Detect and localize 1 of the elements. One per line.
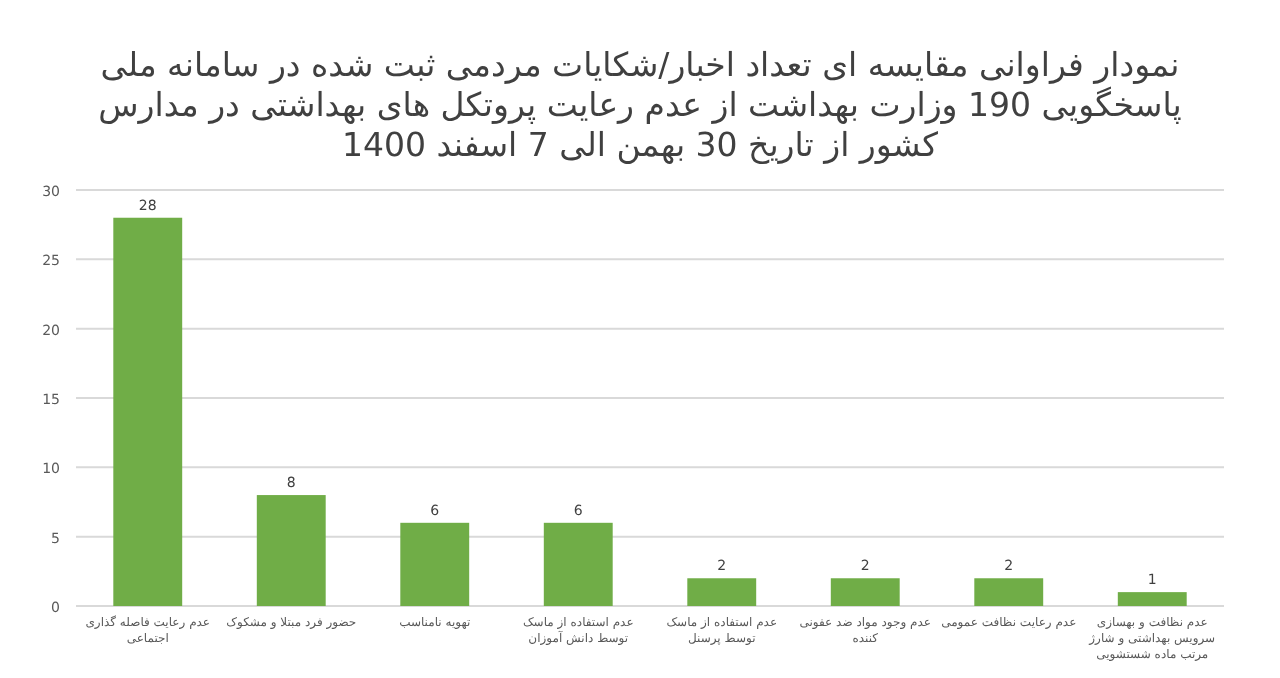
title: نمودار فراوانی مقایسه ای تعداد اخبار/شکایات مردمی ثبت شده در سامانه ملی پاسخگویی 190 وزارت بهداشت از عدم رعایت پروتکل های بهداشتی در مدارس کشور از تاریخ 30 بهمن الی 7 اسفند 1400 xyxy=(98,46,1182,164)
